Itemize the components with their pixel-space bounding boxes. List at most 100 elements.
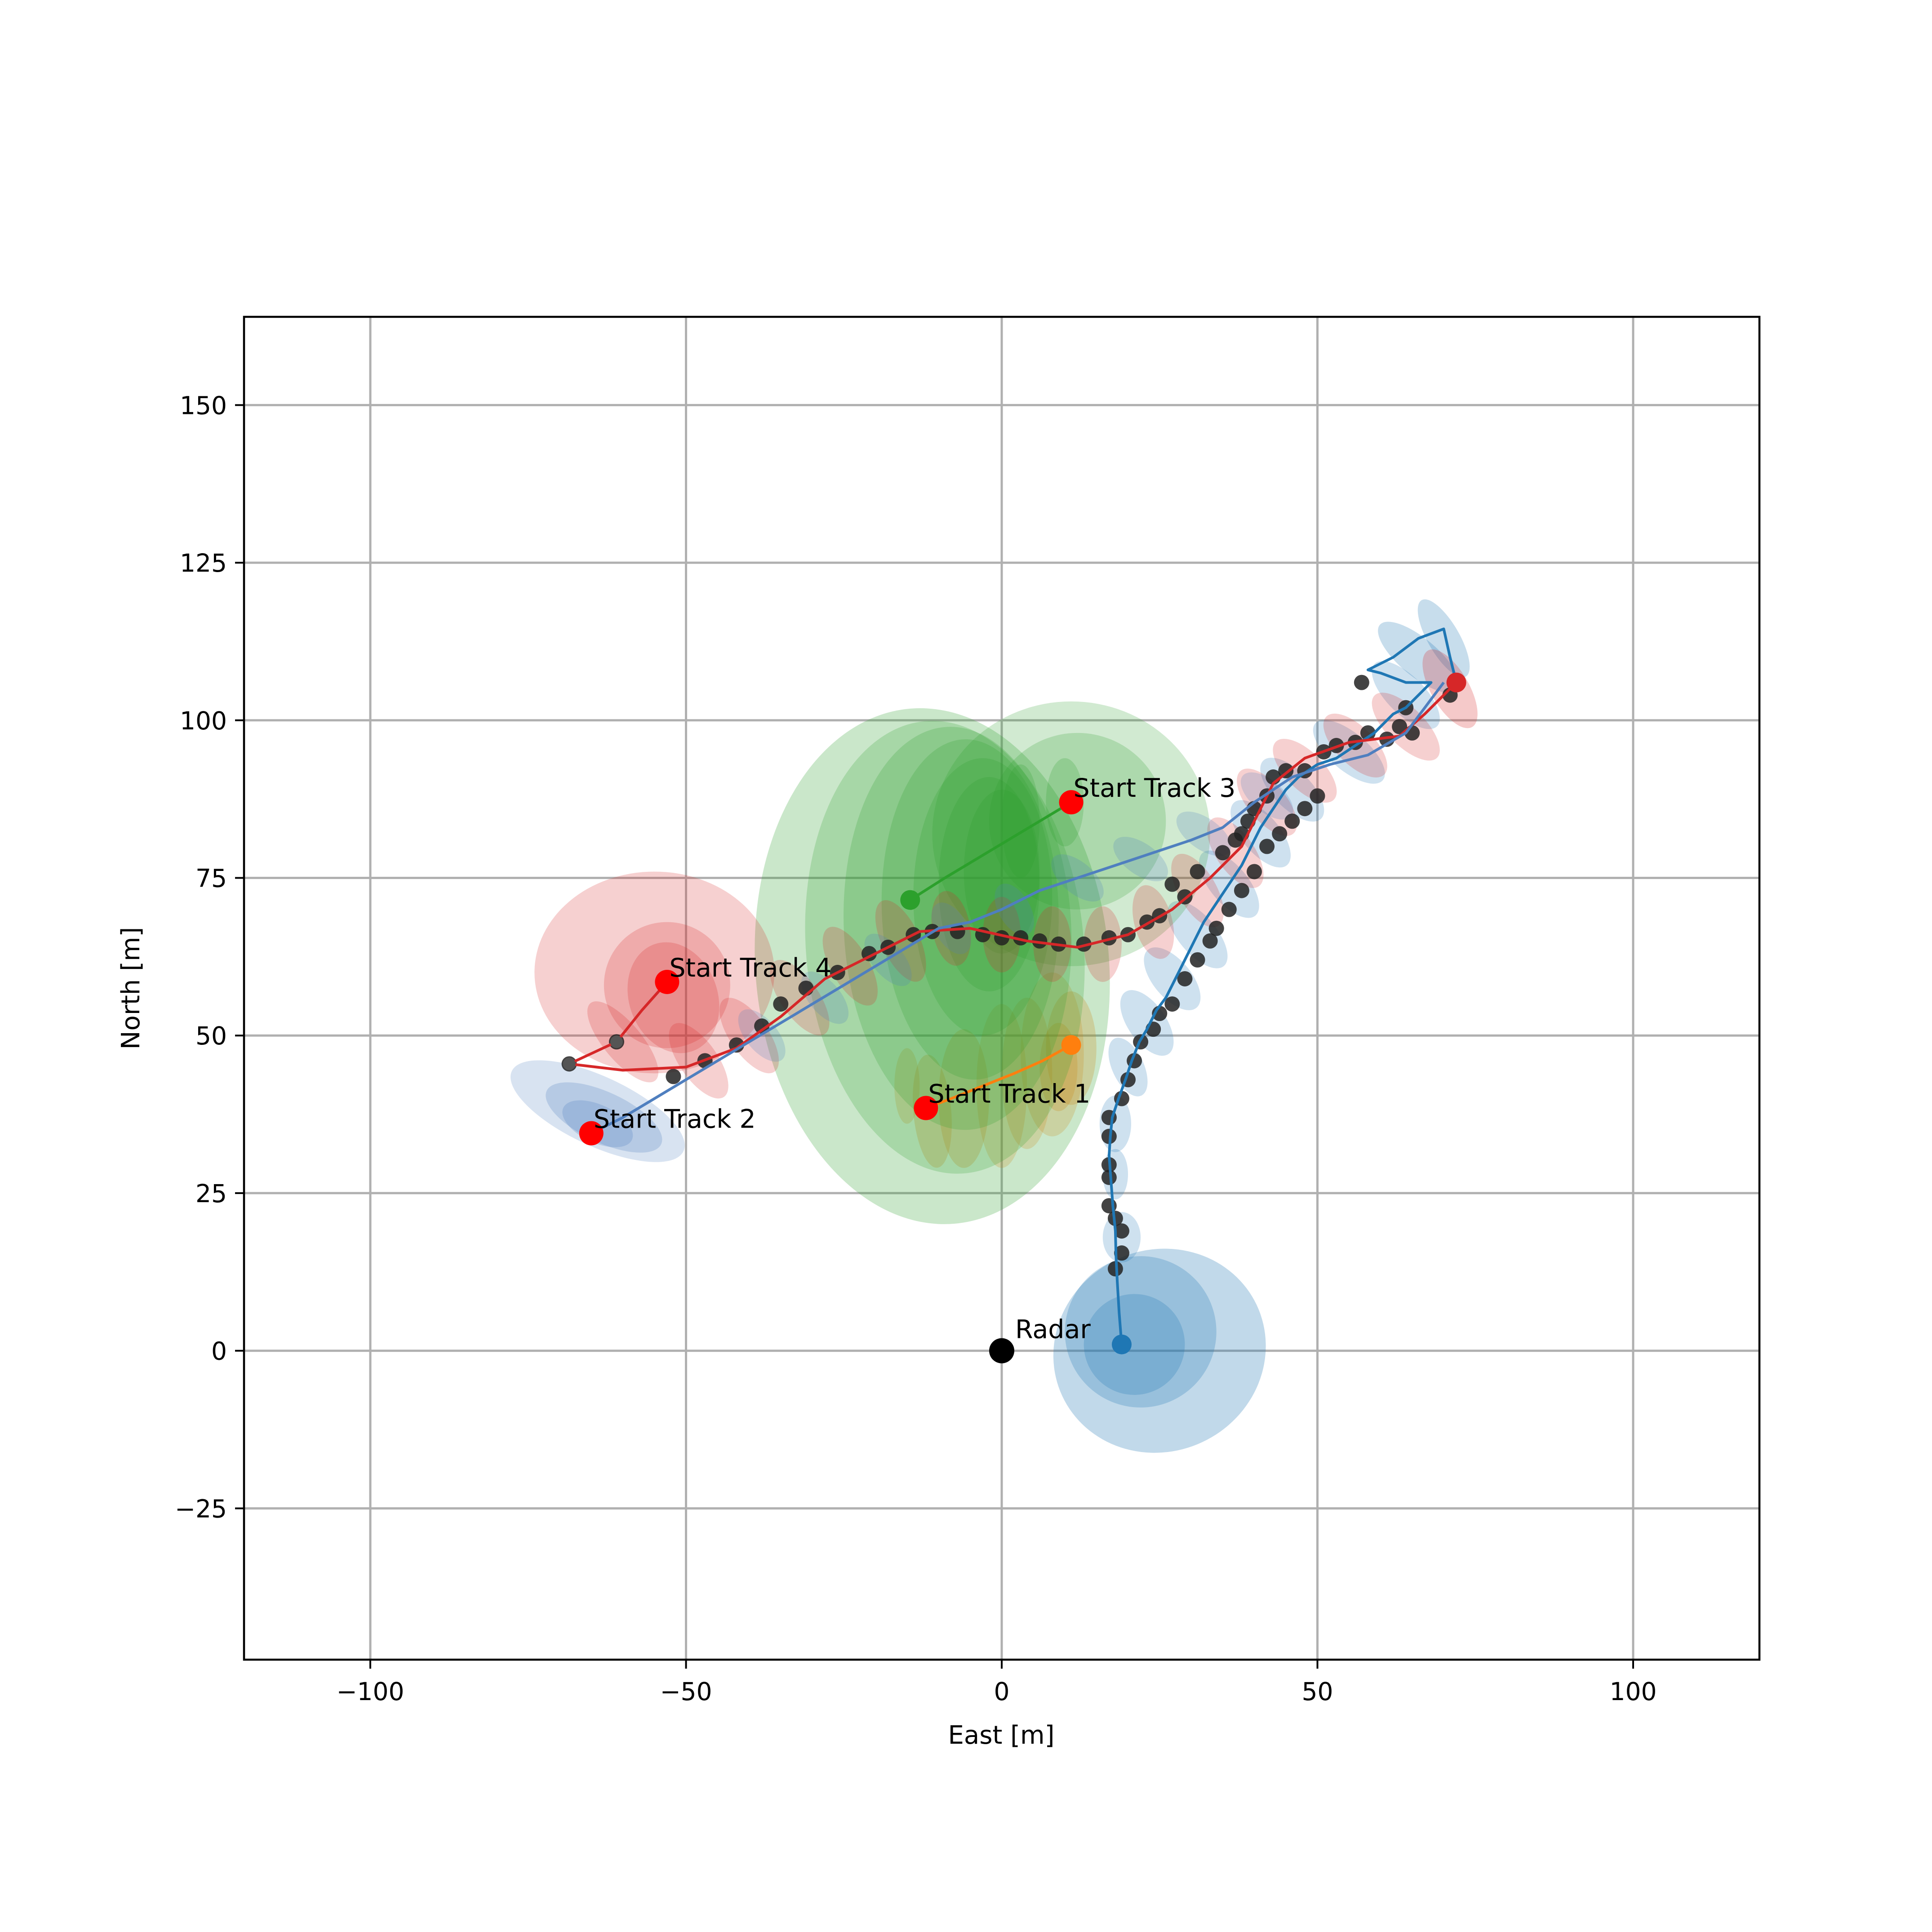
covariance-ellipses [511,599,1478,1453]
markers [579,672,1466,1364]
x-tick-label: 0 [994,1677,1010,1706]
measurement-point [1297,801,1313,817]
track-line [925,1044,1072,1110]
y-tick-label: 150 [180,391,227,420]
covariance-ellipse [1084,906,1122,982]
measurement-point [1310,788,1325,804]
covariance-ellipse [989,733,1166,910]
annotation-label: Start Track 2 [594,1105,756,1134]
covariance-ellipse [805,721,1085,1174]
covariance-ellipse [1065,1256,1217,1408]
covariance-ellipse [995,884,1034,936]
measurement-point [1392,719,1408,734]
x-tick-label: 50 [1302,1677,1333,1706]
measurement-point [1272,826,1288,842]
covariance-ellipse [511,1060,685,1162]
track-end-marker [1446,672,1466,693]
covariance-ellipse [1120,990,1174,1056]
measurement-point [1177,971,1193,986]
measurement-point [1284,813,1300,829]
covariance-ellipse [1002,998,1053,1149]
covariance-ellipse [976,1004,1027,1168]
measurement-point [1190,952,1205,968]
measurement-point [666,1069,681,1084]
measurement-point [1278,763,1294,779]
covariance-ellipse [1378,622,1459,693]
covariance-ellipse [1313,720,1385,784]
measurement-point [1164,876,1180,892]
measurement-point [1164,996,1180,1012]
x-tick-label: 100 [1610,1677,1657,1706]
measurement-point [1101,1169,1117,1185]
covariance-ellipse [1053,1248,1266,1453]
x-axis-label: East [m] [948,1721,1055,1750]
measurement-point [1354,675,1369,690]
track-line [591,681,1445,1135]
y-tick-label: 100 [180,706,227,735]
measurement-point [1234,883,1249,898]
track-measurement [610,1035,623,1048]
covariance-ellipse [1113,836,1168,881]
covariance-ellipse [1108,1038,1148,1097]
measurement-point [1032,933,1048,949]
start-marker [655,969,680,994]
y-tick-label: 125 [180,549,227,577]
covariance-ellipse [932,701,1210,966]
measurement-point [1114,1223,1129,1239]
annotation-label: Start Track 1 [928,1079,1090,1109]
covariance-ellipse [1144,947,1201,1010]
y-axis-label: North [m] [116,927,146,1050]
covariance-ellipse [913,758,1053,1036]
covariance-ellipse [1002,764,1040,878]
track-end-marker [1061,1035,1081,1055]
measurement-point [1215,845,1230,861]
annotation-label: Start Track 4 [669,953,831,983]
y-tick-label: −25 [175,1494,227,1523]
covariance-ellipse [1084,1294,1185,1395]
measurement-point [1259,839,1275,854]
measurement-point [1208,920,1224,936]
measurement-point [754,1018,770,1034]
measurement-point [1114,1245,1129,1261]
covariance-ellipse [894,1048,920,1124]
track-end-marker [900,890,920,910]
annotations: Start Track 1 Start Track 2 Start Track 3 S… [594,773,1236,1344]
start-marker [914,1096,938,1120]
track-line [568,681,1457,1072]
covariance-ellipse [755,708,1110,1224]
track-measurement [563,1057,576,1070]
measurement-point [1360,725,1376,741]
grid [244,317,1759,1660]
track-line [909,801,1072,902]
y-tick-label: 25 [195,1179,227,1208]
covariance-ellipse [1417,599,1470,678]
measurement-point [773,996,789,1012]
covariance-ellipse [719,998,779,1074]
covariance-ellipse [627,942,720,1053]
covariance-ellipse [938,1029,989,1168]
annotation-label: Start Track 3 [1074,773,1236,803]
track-end-marker [1111,1334,1132,1355]
annotation-label: Radar [1015,1315,1091,1345]
measurement-point [1247,864,1262,879]
covariance-ellipse [964,790,1040,954]
y-tick-label: 0 [211,1337,227,1366]
y-tick-label: 75 [195,864,227,893]
measurement-point [1190,864,1205,879]
x-tick-label: −100 [336,1677,404,1706]
covariance-ellipse [770,960,830,1036]
axis-ticks: −100 −50 0 50 100 −25 0 25 50 75 100 125 150 [175,391,1657,1706]
radar-marker [989,1338,1014,1364]
measurement-point [1221,902,1237,917]
x-tick-label: −50 [660,1677,712,1706]
covariance-ellipse [881,739,1059,1080]
tracks [563,627,1458,1345]
start-marker [579,1121,604,1146]
y-tick-label: 50 [195,1022,227,1050]
start-marker [1059,790,1084,815]
track-line [1107,627,1458,1345]
covariance-ellipse [1171,853,1224,928]
covariance-ellipse [534,871,775,1074]
covariance-ellipse [546,1082,662,1153]
